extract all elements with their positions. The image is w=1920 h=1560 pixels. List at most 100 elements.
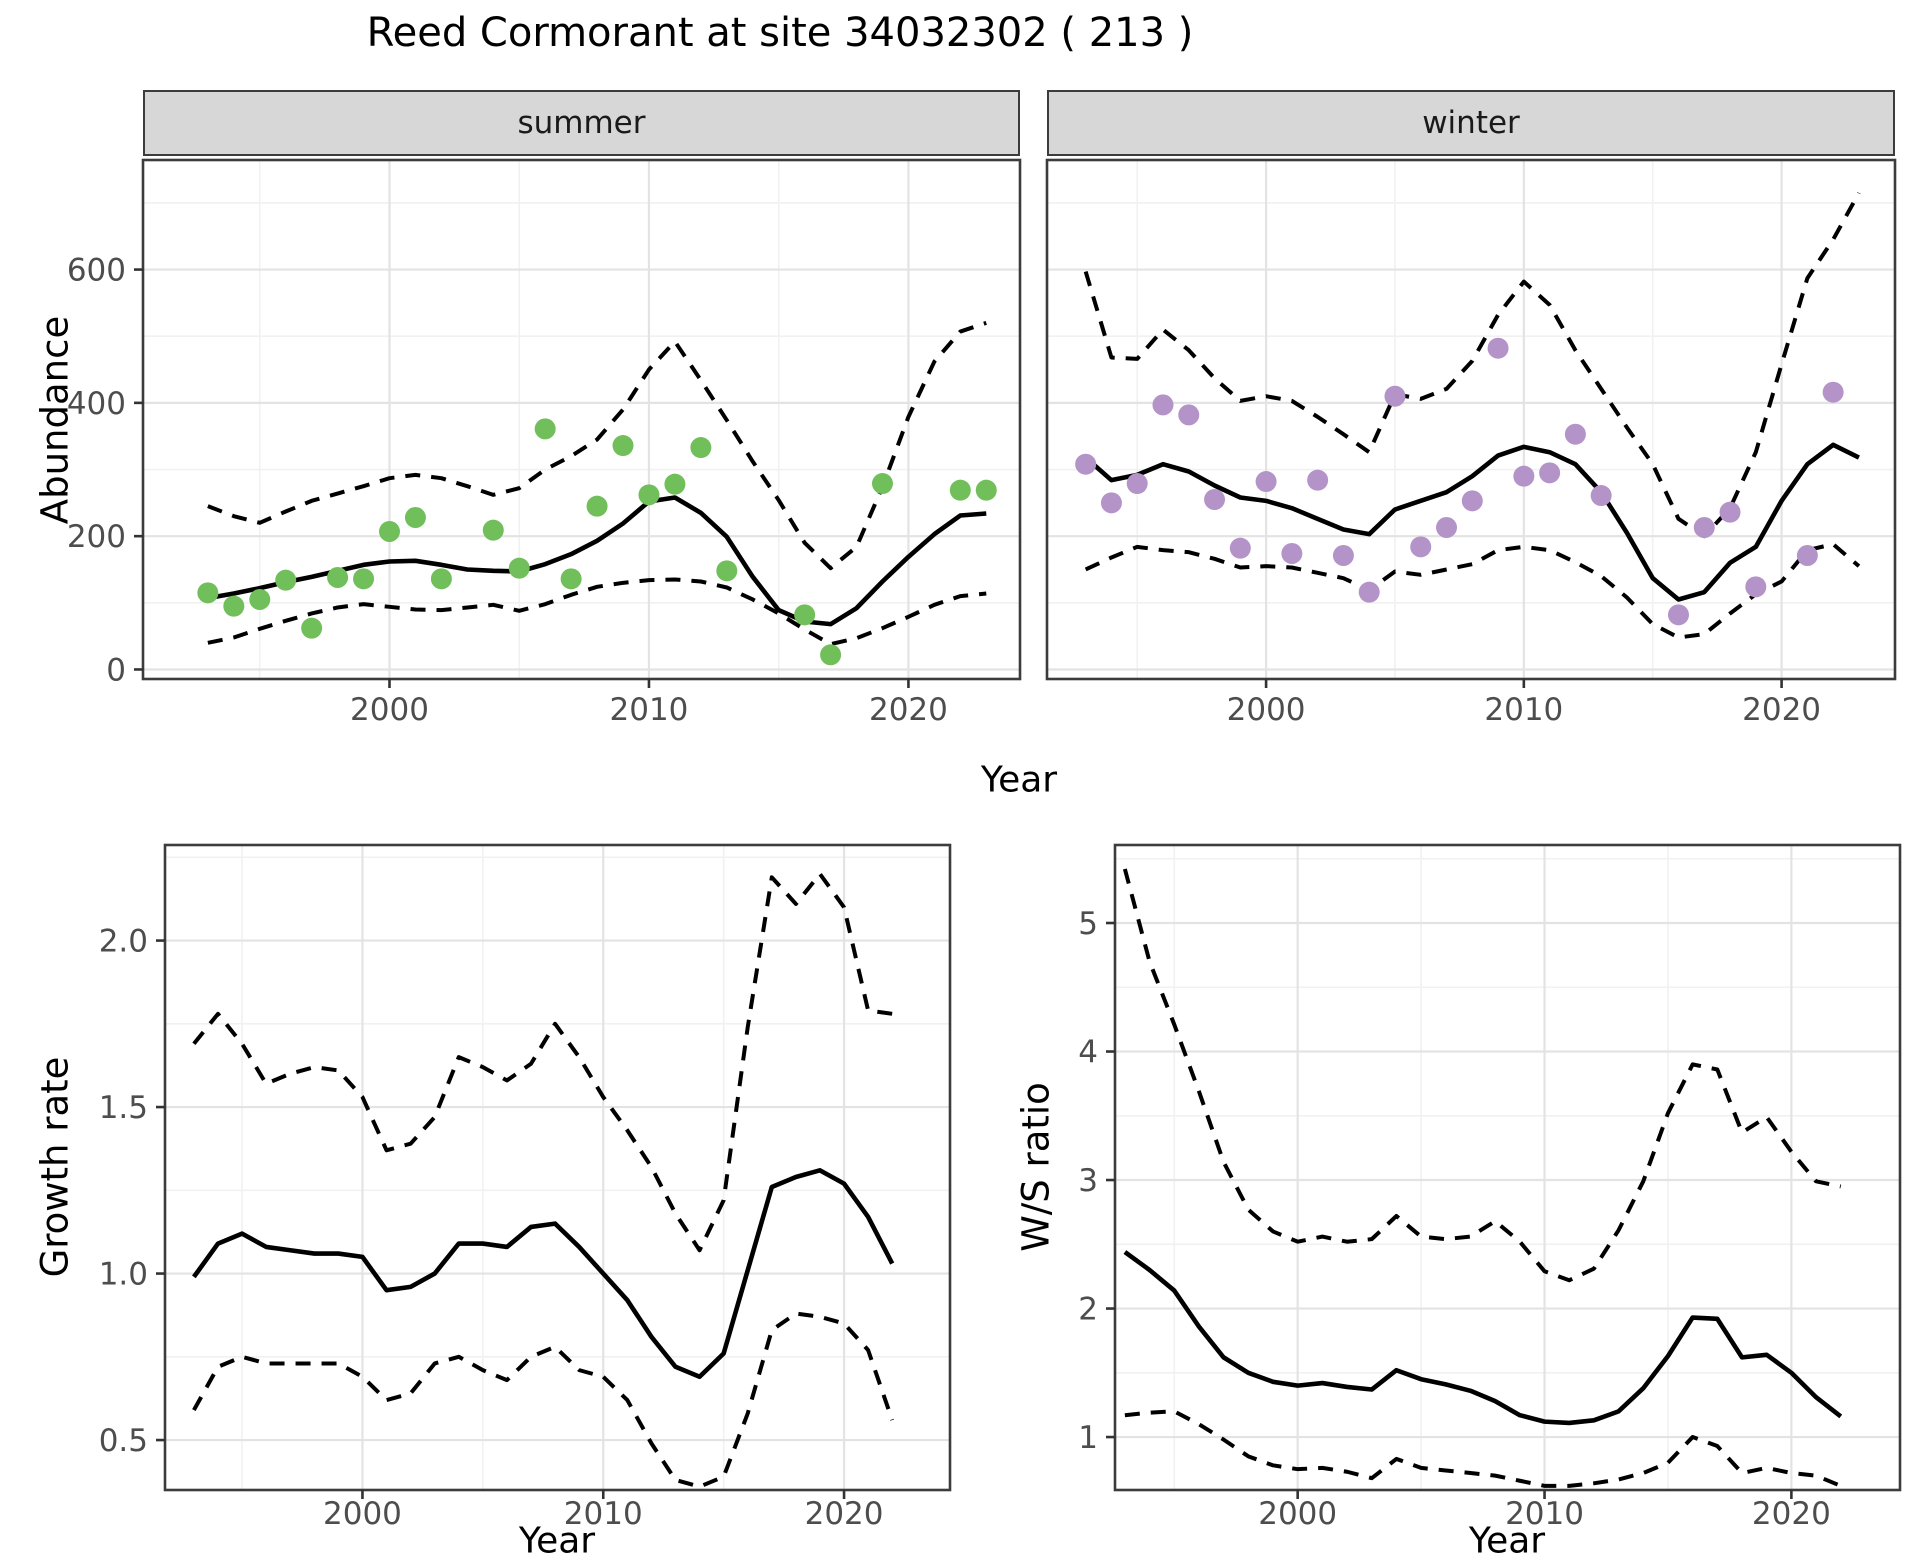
svg-text:2: 2 [1078, 1292, 1098, 1328]
x-axis-title-year-growth: Year [518, 1520, 596, 1560]
summer-observed-point [560, 568, 582, 590]
summer-observed-point [197, 582, 219, 604]
facet-strip-summer-label: summer [517, 105, 646, 141]
winter-observed-point [1332, 544, 1354, 566]
winter-observed-point [1796, 544, 1818, 566]
summer-observed-point [820, 644, 842, 666]
summer-observed-point [949, 479, 971, 501]
growth-lower_ci-line [192, 1311, 895, 1489]
svg-text:2000: 2000 [350, 692, 429, 728]
y-axis-title-growth-rate: Growth rate [33, 1056, 77, 1278]
summer-observed-point [482, 519, 504, 541]
winter-trend-line [1084, 442, 1860, 602]
svg-text:5: 5 [1078, 906, 1098, 942]
facet-strip-summer: summer [143, 90, 1020, 156]
summer-observed-point [404, 507, 426, 529]
winter-upper_ci-line [1083, 191, 1861, 539]
ws-trend-line [1123, 1250, 1843, 1426]
summer-observed-point [223, 595, 245, 617]
svg-text:4: 4 [1078, 1035, 1098, 1071]
svg-text:200: 200 [67, 519, 126, 555]
svg-text:1.0: 1.0 [99, 1257, 148, 1293]
winter-observed-point [1719, 501, 1741, 523]
winter-observed-point [1513, 465, 1535, 487]
winter-observed-point [1436, 517, 1458, 539]
summer-observed-point [275, 569, 297, 591]
summer-lower_ci-line [207, 577, 987, 647]
svg-text:1: 1 [1078, 1420, 1098, 1456]
growth-trend-line [192, 1168, 895, 1380]
summer-observed-point [534, 418, 556, 440]
winter-observed-point [1745, 576, 1767, 598]
y-axis-title-abundance: Abundance [33, 315, 77, 525]
winter-observed-point [1410, 536, 1432, 558]
svg-text:2010: 2010 [1505, 1496, 1584, 1532]
svg-text:2000: 2000 [323, 1496, 402, 1532]
winter-observed-point [1590, 485, 1612, 507]
ws-upper_ci-line [1122, 868, 1842, 1283]
summer-observed-point [664, 473, 686, 495]
winter-observed-point [1487, 337, 1509, 359]
svg-text:2000: 2000 [1258, 1496, 1337, 1532]
summer-observed-point [353, 568, 375, 590]
winter-observed-point [1539, 462, 1561, 484]
winter-observed-point [1384, 385, 1406, 407]
summer-observed-point [508, 557, 530, 579]
summer-observed-point [327, 566, 349, 588]
svg-text:2010: 2010 [564, 1496, 643, 1532]
winter-observed-point [1461, 490, 1483, 512]
winter-observed-point [1075, 453, 1097, 475]
winter-observed-point [1100, 492, 1122, 514]
summer-observed-point [612, 435, 634, 457]
svg-text:2010: 2010 [610, 692, 689, 728]
y-axis-title-ws-ratio: W/S ratio [1014, 1082, 1058, 1252]
winter-observed-point [1693, 517, 1715, 539]
svg-text:2020: 2020 [1752, 1496, 1831, 1532]
summer-observed-point [871, 473, 893, 495]
winter-observed-point [1126, 473, 1148, 495]
svg-text:2.0: 2.0 [99, 924, 148, 960]
winter-observed-point [1307, 469, 1329, 491]
summer-observed-point [249, 588, 271, 610]
svg-text:2010: 2010 [1484, 692, 1563, 728]
winter-observed-point [1281, 542, 1303, 564]
summer-observed-point [638, 484, 660, 506]
growth-upper_ci-line [192, 871, 893, 1253]
facet-strip-winter: winter [1047, 90, 1895, 156]
winter-observed-point [1564, 423, 1586, 445]
winter-lower_ci-line [1084, 542, 1861, 640]
svg-text:3: 3 [1078, 1163, 1098, 1199]
svg-text:0.5: 0.5 [99, 1423, 148, 1459]
winter-observed-point [1358, 581, 1380, 603]
svg-text:2000: 2000 [1227, 692, 1306, 728]
svg-text:1.5: 1.5 [99, 1090, 148, 1126]
summer-observed-point [378, 521, 400, 543]
facet-strip-winter-label: winter [1422, 105, 1520, 141]
svg-text:0: 0 [106, 652, 126, 688]
winter-observed-point [1204, 489, 1226, 511]
x-axis-title-year-ws: Year [1468, 1520, 1546, 1560]
ws-lower_ci-line [1124, 1409, 1842, 1488]
summer-observed-point [975, 479, 997, 501]
winter-observed-point [1667, 604, 1689, 626]
winter-observed-point [1178, 404, 1200, 426]
winter-observed-point [1152, 394, 1174, 416]
svg-text:2020: 2020 [869, 692, 948, 728]
summer-observed-point [586, 495, 608, 517]
svg-text:600: 600 [67, 253, 126, 289]
svg-text:400: 400 [67, 386, 126, 422]
plot-title: Reed Cormorant at site 34032302 ( 213 ) [366, 10, 1194, 56]
winter-observed-point [1822, 381, 1844, 403]
summer-upper_ci-line [207, 320, 987, 571]
summer-observed-point [690, 437, 712, 459]
winter-observed-point [1255, 471, 1277, 493]
summer-observed-point [301, 617, 323, 639]
summer-observed-point [794, 604, 816, 626]
summer-observed-point [716, 560, 738, 582]
svg-text:2020: 2020 [805, 1496, 884, 1532]
summer-observed-point [430, 568, 452, 590]
x-axis-title-year-top: Year [980, 759, 1058, 801]
svg-text:2020: 2020 [1742, 692, 1821, 728]
